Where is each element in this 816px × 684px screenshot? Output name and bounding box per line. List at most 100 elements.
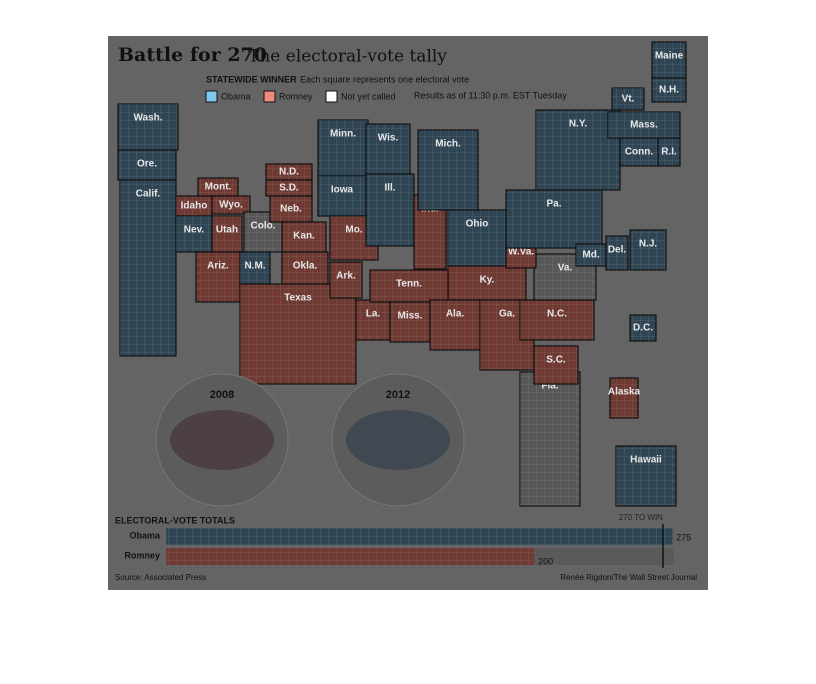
state: Calif. (119, 179, 177, 357)
state-label: Fla. (541, 381, 558, 392)
state-label: Hawaii (630, 455, 662, 466)
state-grid (652, 78, 686, 102)
bar-grid (166, 548, 535, 565)
legend-label: Romney (279, 91, 313, 101)
state-grid (266, 180, 312, 196)
state-label: N.Y. (569, 119, 588, 130)
state-grid (212, 216, 242, 252)
state: Minn. (317, 119, 369, 177)
state: Wyo. (211, 195, 251, 215)
timestamp: Results as of 11:30 p.m. EST Tuesday (414, 90, 567, 100)
state-label: Ky. (480, 275, 495, 286)
state: N.H. (651, 77, 687, 103)
state-grid (658, 138, 680, 166)
state-grid (616, 446, 676, 506)
state-label: Va. (558, 263, 573, 274)
state-grid (366, 124, 410, 174)
state-label: N.M. (244, 261, 265, 272)
state-label: Wyo. (219, 200, 243, 211)
state: Ill. (365, 173, 415, 247)
state-grid (370, 270, 448, 302)
state-label: Miss. (397, 311, 422, 322)
state: Okla. (281, 251, 329, 285)
state-label: Vt. (622, 94, 635, 105)
state-label: Ore. (137, 159, 157, 170)
bar-value: 275 (676, 532, 691, 542)
state-label: Ariz. (207, 261, 229, 272)
legend-note: Each square represents one electoral vot… (300, 74, 469, 84)
state-grid (120, 180, 176, 356)
inset-year: 2008 (210, 389, 234, 401)
state-grid (318, 120, 368, 176)
state-grid (176, 216, 212, 252)
title: Battle for 270 (118, 44, 267, 66)
state-grid (240, 252, 270, 288)
state: S.C. (533, 345, 579, 385)
state: Utah (211, 215, 243, 253)
state-grid (212, 196, 250, 214)
state-grid (118, 104, 178, 150)
state: Tenn. (369, 269, 449, 303)
state: Mass. (607, 111, 681, 139)
state-grid (196, 252, 240, 302)
state-label: Mont. (205, 182, 232, 193)
state-grid (610, 378, 638, 418)
legend-swatch (205, 90, 218, 103)
state: Ohio (447, 209, 507, 267)
state-label: Colo. (251, 221, 276, 232)
state: Wis. (365, 123, 411, 175)
state: D.C. (629, 314, 657, 342)
state: Md. (575, 243, 607, 267)
bar-grid (166, 528, 673, 545)
state: Iowa (317, 175, 367, 217)
state-grid (318, 176, 366, 216)
state-label: D.C. (633, 323, 653, 334)
legend-swatch (325, 90, 338, 103)
state-grid (330, 262, 362, 298)
state: Wash. (117, 103, 179, 151)
legend-label: Obama (221, 91, 251, 101)
map: Wash. Ore. Calif. Idaho Nev. Mont. Wyo. Utah Col… (117, 41, 687, 507)
state-grid (198, 178, 238, 196)
state-grid (576, 244, 606, 266)
state: N.C. (519, 299, 595, 341)
state-label: Ala. (446, 309, 465, 320)
state-grid (176, 196, 212, 216)
state-label: Mo. (345, 225, 362, 236)
state-label: La. (366, 309, 381, 320)
totals: Obama 275 Romney 200 270 TO WIN (124, 513, 691, 568)
state-grid (520, 300, 594, 340)
state-label: Wis. (378, 133, 399, 144)
state-label: N.D. (279, 167, 299, 178)
state: Nev. (175, 215, 213, 253)
state-grid (418, 130, 478, 210)
state: Ky. (447, 265, 527, 301)
state-grid (620, 138, 658, 166)
subtitle: The electoral-vote tally (248, 47, 447, 67)
legend: Obama Romney Not yet called (205, 90, 396, 103)
legend-swatch (263, 90, 276, 103)
state: Texas (239, 283, 357, 385)
state-label: Nev. (184, 225, 205, 236)
state-label: Okla. (293, 261, 318, 272)
target-label: 270 TO WIN (619, 513, 663, 522)
state: Vt. (611, 87, 645, 111)
state-grid (448, 266, 526, 300)
state-label: N.C. (547, 309, 567, 320)
source: Source: Associated Press (115, 573, 206, 582)
state-label: Del. (608, 245, 627, 256)
state: N.M. (239, 251, 271, 289)
inset-year: 2012 (386, 389, 410, 401)
legend-label: Not yet called (341, 91, 396, 101)
state: Ark. (329, 261, 363, 299)
state-label: Calif. (136, 189, 161, 200)
state-grid (536, 110, 620, 190)
state: Conn. (619, 137, 659, 167)
state-label: Maine (655, 51, 684, 62)
insets: 2008 2012 (155, 373, 465, 507)
state: N.J. (629, 229, 667, 271)
state-grid (608, 112, 680, 138)
legend-heading: STATEWIDE WINNER (206, 74, 297, 84)
state-label: Ohio (466, 219, 489, 230)
